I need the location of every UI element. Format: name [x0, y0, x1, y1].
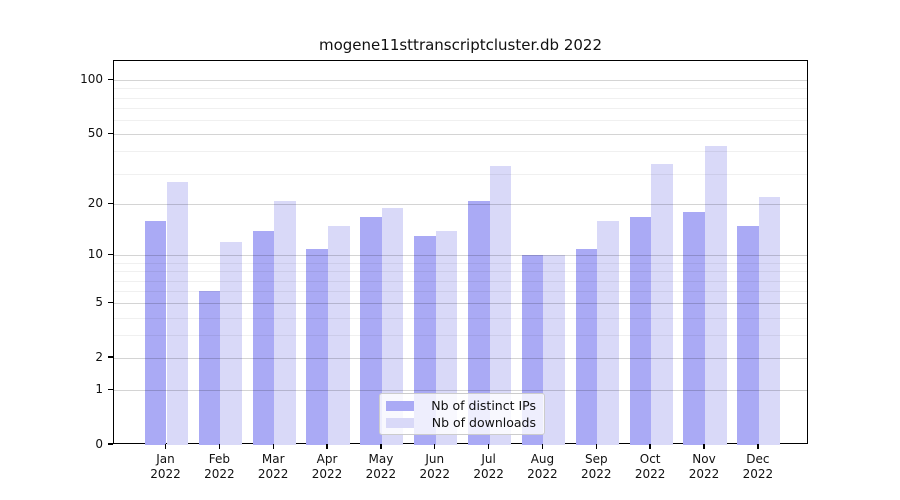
bar-distinct-ips-apr	[306, 248, 329, 445]
bar-downloads-may	[381, 208, 404, 445]
x-tick-jan	[164, 444, 167, 449]
gridline-100	[114, 80, 807, 82]
chart-title: mogene11sttranscriptcluster.db 2022	[319, 36, 602, 54]
x-tick-label-mar: Mar 2022	[257, 452, 289, 481]
legend-swatch-distinct-ips	[386, 400, 414, 411]
y-tick-label-50: 50	[87, 126, 103, 141]
x-tick-label-feb: Feb 2022	[204, 452, 235, 481]
bar-downloads-aug	[543, 255, 566, 445]
x-tick-label-dec: Dec 2022	[742, 452, 774, 481]
legend-swatch-downloads	[386, 417, 414, 428]
bar-distinct-ips-jun	[414, 236, 436, 445]
x-tick-dec	[757, 444, 759, 449]
gridline-40	[114, 151, 807, 153]
x-tick-aug	[541, 444, 544, 449]
x-tick-mar	[272, 444, 274, 449]
x-tick-nov	[703, 444, 705, 449]
plot-area	[113, 60, 808, 445]
y-tick-1	[108, 388, 113, 390]
bar-distinct-ips-may	[360, 216, 382, 445]
bar-downloads-jun	[435, 230, 458, 445]
x-tick-apr	[326, 444, 328, 449]
y-tick-0	[108, 443, 113, 445]
gridline-4	[114, 317, 807, 319]
x-tick-jun	[434, 444, 436, 449]
y-tick-10	[108, 253, 113, 256]
x-tick-feb	[218, 444, 221, 449]
legend-label-downloads: Nb of downloads	[431, 414, 536, 430]
gridline-10	[114, 255, 807, 257]
bar-downloads-jan	[166, 181, 189, 445]
x-tick-label-apr: Apr 2022	[311, 452, 343, 481]
bar-distinct-ips-oct	[629, 216, 652, 445]
bar-distinct-ips-feb	[198, 291, 221, 445]
bar-distinct-ips-nov	[683, 212, 705, 445]
y-tick-label-5: 5	[95, 295, 103, 310]
bar-distinct-ips-sep	[575, 248, 598, 445]
legend-item-downloads: Nb of downloads	[386, 414, 536, 430]
gridline-90	[114, 88, 807, 90]
y-tick-label-0: 0	[95, 437, 103, 451]
x-tick-label-sep: Sep 2022	[581, 452, 612, 481]
gridline-60	[114, 120, 807, 122]
gridline-70	[114, 108, 807, 110]
bar-downloads-oct	[651, 163, 673, 445]
bar-downloads-mar	[274, 200, 296, 445]
bar-downloads-apr	[328, 225, 350, 445]
gridline-1	[114, 390, 807, 392]
bar-downloads-dec	[758, 197, 781, 445]
gridline-7	[114, 280, 807, 282]
y-tick-label-100: 100	[80, 72, 103, 87]
x-tick-sep	[595, 444, 597, 449]
gridline-9	[114, 263, 807, 264]
y-tick-2	[108, 356, 113, 358]
y-tick-label-1: 1	[95, 382, 103, 397]
x-tick-label-jun: Jun 2022	[419, 452, 451, 481]
gridline-3	[114, 335, 807, 337]
bar-downloads-jul	[489, 166, 512, 445]
bar-distinct-ips-jan	[144, 221, 167, 445]
y-tick-100	[108, 78, 113, 80]
gridline-30	[114, 173, 807, 175]
bar-downloads-nov	[705, 145, 727, 445]
legend: Nb of distinct IPs Nb of downloads	[379, 393, 545, 435]
x-tick-jul	[487, 444, 490, 449]
legend-label-distinct-ips: Nb of distinct IPs	[431, 397, 536, 413]
x-tick-label-jul: Jul 2022	[473, 452, 504, 481]
x-tick-label-oct: Oct 2022	[634, 452, 666, 481]
bar-distinct-ips-jul	[468, 200, 490, 445]
legend-item-distinct-ips: Nb of distinct IPs	[386, 397, 536, 413]
gridline-5	[114, 303, 807, 305]
bar-distinct-ips-dec	[737, 225, 759, 445]
y-tick-20	[108, 202, 113, 205]
x-tick-label-aug: Aug 2022	[527, 452, 558, 481]
y-tick-label-2: 2	[95, 350, 103, 365]
bar-downloads-feb	[220, 242, 242, 445]
x-tick-label-nov: Nov 2022	[688, 452, 720, 481]
y-tick-5	[108, 301, 113, 304]
y-tick-50	[108, 132, 113, 134]
x-tick-oct	[649, 444, 651, 449]
x-tick-may	[380, 444, 382, 449]
gridline-50	[114, 134, 807, 136]
bar-distinct-ips-mar	[252, 230, 275, 445]
gridline-6	[114, 291, 807, 293]
gridline-2	[114, 358, 807, 360]
y-tick-label-10: 10	[87, 247, 103, 262]
x-tick-label-jan: Jan 2022	[150, 452, 181, 481]
bar-downloads-sep	[597, 221, 619, 445]
gridline-8	[114, 271, 807, 273]
gridline-80	[114, 97, 807, 99]
x-tick-label-may: May 2022	[365, 452, 397, 481]
gridline-20	[114, 204, 807, 206]
y-tick-label-20: 20	[87, 196, 103, 211]
